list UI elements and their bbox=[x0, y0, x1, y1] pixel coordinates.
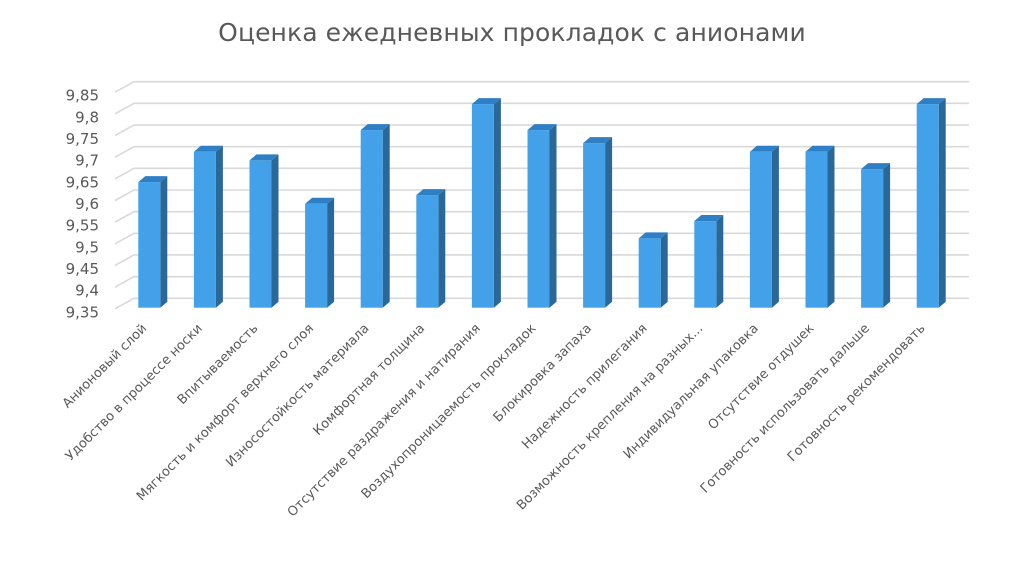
y-tick-label: 9,45 bbox=[66, 260, 99, 278]
y-tick-label: 9,6 bbox=[75, 195, 99, 213]
bar bbox=[249, 154, 279, 308]
gridline bbox=[114, 80, 969, 93]
bar bbox=[805, 145, 835, 308]
gridline bbox=[114, 232, 969, 245]
gridline bbox=[114, 189, 969, 202]
bar bbox=[360, 124, 390, 308]
gridline bbox=[114, 297, 969, 310]
bar bbox=[471, 98, 501, 308]
bar bbox=[694, 215, 724, 308]
bar bbox=[138, 176, 168, 308]
bar bbox=[583, 137, 613, 308]
bar bbox=[749, 145, 779, 308]
bar bbox=[527, 124, 557, 308]
bar bbox=[193, 145, 223, 308]
bar bbox=[305, 197, 335, 308]
gridline bbox=[114, 145, 969, 158]
bar bbox=[861, 163, 891, 308]
chart-title: Оценка ежедневных прокладок с анионами bbox=[218, 18, 806, 47]
y-tick-label: 9,4 bbox=[75, 282, 99, 300]
gridline bbox=[114, 124, 969, 137]
bar bbox=[916, 98, 946, 308]
x-tick-label: Отсутствие раздражения и натирания bbox=[285, 321, 484, 520]
gridline bbox=[114, 167, 969, 180]
y-tick-label: 9,35 bbox=[66, 303, 99, 321]
bars bbox=[138, 98, 946, 308]
y-tick-label: 9,7 bbox=[75, 152, 99, 170]
y-tick-label: 9,8 bbox=[75, 108, 99, 126]
gridline bbox=[114, 102, 969, 115]
x-tick-label: Комфортная толщина bbox=[311, 321, 429, 439]
gridline bbox=[114, 254, 969, 267]
y-tick-label: 9,85 bbox=[66, 87, 99, 105]
y-tick-label: 9,75 bbox=[66, 130, 99, 148]
gridline bbox=[114, 275, 969, 288]
bar bbox=[638, 232, 668, 308]
x-tick-label: Отсутствие отдушек bbox=[706, 321, 818, 433]
y-axis-labels: 9,35 9,4 9,45 9,5 9,55 9,6 9,65 9,7 9,75 9,8 9,85 bbox=[66, 87, 99, 322]
x-tick-label: Блокировка запаха bbox=[491, 321, 595, 425]
y-tick-label: 9,65 bbox=[66, 173, 99, 191]
gridlines bbox=[114, 80, 969, 310]
gridline bbox=[114, 210, 969, 223]
y-tick-label: 9,55 bbox=[66, 217, 99, 235]
bar bbox=[416, 189, 446, 308]
y-tick-label: 9,5 bbox=[75, 238, 99, 256]
